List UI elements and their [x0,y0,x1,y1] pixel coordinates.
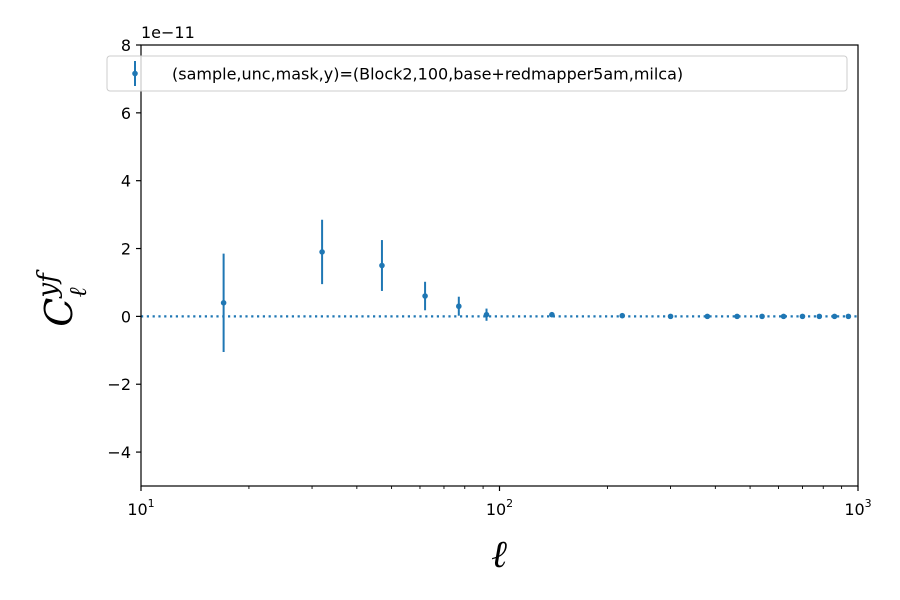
data-point [379,262,385,269]
data-point [220,300,227,306]
data-point [759,313,765,320]
data-point [816,313,823,320]
y-tick-label: −2 [107,375,131,394]
y-tick-label: 4 [121,172,131,191]
data-point [456,303,462,310]
y-axis-label-superscript: yf [33,269,63,299]
y-axis-label-subscript: ℓ [64,287,92,297]
y-axis-label-symbol: C [37,298,81,327]
data-series [220,219,852,353]
data-point [549,311,555,318]
x-axis-ticks: 101 102 103 [127,486,872,519]
y-offset-text: 1e−11 [141,23,195,42]
legend-marker-swatch [132,70,138,77]
data-point [319,249,325,255]
data-point [799,313,806,320]
x-tick-label: 101 [127,497,154,519]
y-tick-label: 6 [121,104,131,123]
legend: (sample,unc,mask,y)=(Block2,100,base+red… [106,55,848,92]
x-axis-label: ℓ [491,532,507,576]
data-point [422,293,428,299]
data-point [667,313,674,320]
data-point [483,311,490,318]
y-tick-label: 8 [121,36,131,55]
data-point [704,313,711,320]
data-point [734,313,740,320]
x-tick-label: 102 [486,497,513,519]
y-tick-label: −4 [107,443,131,462]
data-point [619,312,626,319]
svg-text:Cyfℓ: Cyfℓ [33,269,92,327]
y-axis-ticks: −4 −2 0 2 4 6 8 [107,36,141,462]
plot-frame [140,44,859,487]
y-tick-label: 0 [121,307,131,326]
x-tick-label: 103 [844,497,871,519]
y-tick-label: 2 [121,240,131,259]
data-point [831,313,838,320]
legend-box [106,55,848,92]
data-point [845,313,852,320]
data-point [780,313,787,320]
y-axis-label: Cyfℓ [33,269,92,327]
legend-label: (sample,unc,mask,y)=(Block2,100,base+red… [172,65,683,84]
